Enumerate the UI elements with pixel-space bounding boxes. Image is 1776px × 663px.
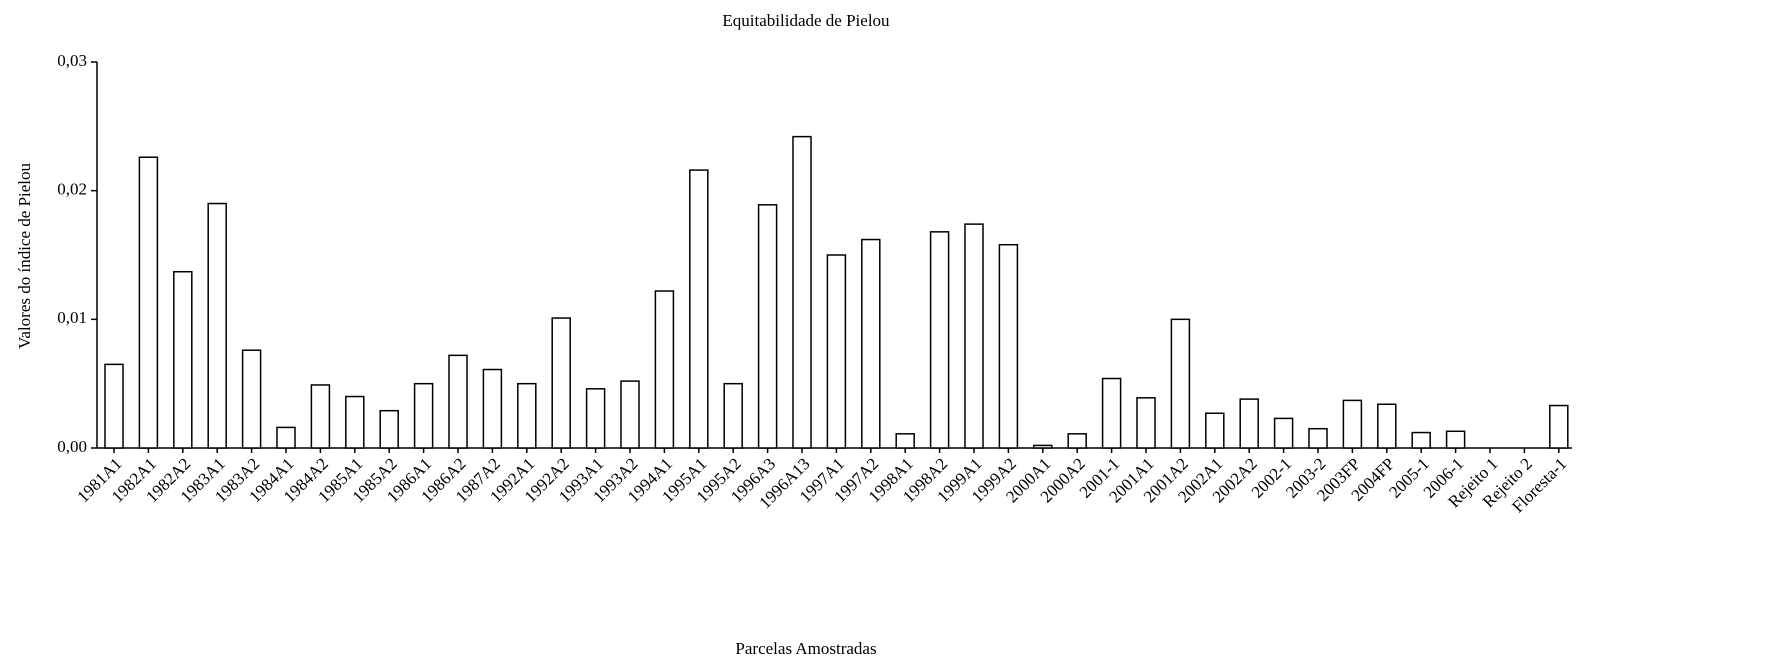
- x-axis-label: Parcelas Amostradas: [735, 639, 876, 658]
- bar: [1101, 377, 1122, 449]
- bar: [1411, 431, 1431, 449]
- bar: [620, 380, 640, 449]
- bar: [861, 238, 881, 449]
- bar: [551, 317, 571, 449]
- y-tick-label: 0,00: [57, 437, 87, 456]
- bar: [585, 388, 606, 449]
- bar: [345, 395, 365, 449]
- bar: [379, 409, 399, 449]
- bar: [929, 231, 950, 449]
- bar: [1308, 427, 1328, 449]
- y-tick-label: 0,02: [57, 180, 87, 199]
- bar: [448, 354, 468, 449]
- bar: [964, 223, 984, 449]
- bar: [826, 254, 847, 449]
- bar: [482, 368, 503, 449]
- bar: [1377, 403, 1397, 449]
- bar: [310, 384, 331, 449]
- y-tick-label: 0,03: [57, 51, 87, 70]
- bar: [1342, 399, 1363, 449]
- bar: [517, 382, 537, 449]
- bar: [1205, 412, 1225, 449]
- bar: [998, 243, 1019, 449]
- bar: [723, 382, 743, 449]
- bar: [104, 363, 124, 449]
- bar: [895, 433, 915, 449]
- bar: [1445, 430, 1466, 449]
- bar: [1549, 404, 1569, 449]
- bar: [1136, 397, 1156, 449]
- bar: [689, 169, 709, 449]
- bar: [1273, 417, 1294, 449]
- chart-title: Equitabilidade de Pielou: [722, 11, 890, 30]
- bar: [138, 156, 159, 449]
- bar: [207, 202, 227, 449]
- bar: [1239, 398, 1259, 449]
- y-axis-label: Valores do índice de Pielou: [15, 162, 34, 349]
- bar: [1067, 433, 1087, 449]
- y-tick-label: 0,01: [57, 308, 87, 327]
- bar: [792, 135, 812, 449]
- bar: [1170, 318, 1191, 449]
- bar: [654, 290, 675, 449]
- bar: [276, 426, 296, 449]
- bar: [413, 382, 434, 449]
- bar: [757, 204, 778, 449]
- bar: [173, 270, 193, 449]
- bar: [1033, 444, 1053, 449]
- bar: [241, 349, 262, 449]
